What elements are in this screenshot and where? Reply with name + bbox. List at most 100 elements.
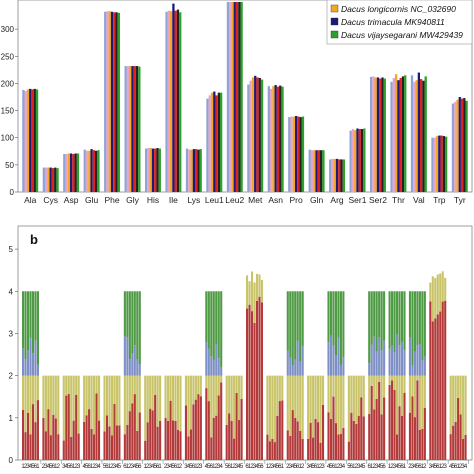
stack-segment <box>184 405 188 460</box>
stack-segment <box>339 375 342 435</box>
codon-tick-label: 1 <box>144 464 148 470</box>
codon-tick-label: 1 <box>36 464 40 470</box>
stack-segment <box>294 417 297 460</box>
stack-segment <box>149 408 152 460</box>
stack-segment <box>210 356 213 376</box>
stack-segment <box>329 335 333 376</box>
stack-segment <box>207 375 210 402</box>
stack-segment <box>233 438 236 460</box>
stack-segment <box>378 337 381 376</box>
category-label: Ser1 <box>349 195 367 205</box>
stack-segment <box>136 430 139 460</box>
stack-segment <box>187 375 190 437</box>
stack-segment <box>192 404 195 460</box>
bar-phe-series-1 <box>104 11 107 193</box>
bar-pro-series-7 <box>301 116 305 192</box>
stack-segment <box>289 357 292 376</box>
stack-segment <box>332 396 335 460</box>
bar-gly-series-3 <box>129 66 132 192</box>
codon-tick-label: 5 <box>362 464 366 470</box>
stack-segment <box>138 412 141 460</box>
codon-tick-label: 4 <box>395 464 399 470</box>
bar-phe-series-5 <box>113 12 116 192</box>
stack-segment <box>220 291 223 367</box>
stack-segment <box>205 341 208 376</box>
bar-met-series-6 <box>258 78 261 192</box>
stack-segment <box>136 375 139 431</box>
bar-cys-series-6 <box>54 167 57 192</box>
stack-segment <box>411 375 414 397</box>
codon-tick-label: 6 <box>332 464 336 470</box>
stack-segment <box>207 348 210 376</box>
bar-ala-series-4 <box>29 88 32 192</box>
stack-segment <box>235 392 238 460</box>
category-label: Pro <box>290 195 304 205</box>
bar-gln-series-4 <box>315 150 318 192</box>
bar-thr-series-5 <box>399 78 402 192</box>
stack-segment <box>36 400 39 460</box>
stack-segment <box>174 420 177 460</box>
stack-segment <box>110 435 114 460</box>
stack-segment <box>36 375 39 401</box>
stack-segment <box>434 318 437 460</box>
codon-tick-label: 4 <box>327 464 331 470</box>
stack-segment <box>77 375 80 434</box>
stack-segment <box>294 359 297 376</box>
bar-cys-series-4 <box>49 167 52 192</box>
codon-tick-label: 6 <box>436 464 440 470</box>
bar-ser1-series-7 <box>363 128 366 192</box>
stack-segment <box>207 401 210 460</box>
stack-segment <box>373 409 376 460</box>
category-label: Leu2 <box>225 195 244 205</box>
category-label: Glu <box>85 195 99 205</box>
stack-segment <box>337 434 340 460</box>
bar-asp-series-2 <box>65 154 68 192</box>
stack-segment <box>317 375 320 423</box>
codon-tick-label: 2 <box>74 464 78 470</box>
stack-segment <box>334 355 338 376</box>
stack-segment <box>337 291 340 338</box>
codon-tick-label: 6 <box>382 464 386 470</box>
bar-ser1-series-3 <box>354 130 357 192</box>
bar-met-series-2 <box>249 80 252 192</box>
codon-tick-label: 4 <box>169 464 173 470</box>
legend-box <box>326 0 473 45</box>
stack-segment <box>253 322 256 460</box>
bar-asn-series-3 <box>272 86 275 192</box>
stack-segment <box>334 423 338 460</box>
stack-segment <box>357 375 360 416</box>
bar-his-series-1 <box>144 148 148 192</box>
stack-segment <box>276 375 279 416</box>
bar-leu2-series-7 <box>240 2 243 192</box>
stack-segment <box>408 375 412 413</box>
panel-b-label: b <box>30 232 38 247</box>
category-label: Ile <box>169 195 178 205</box>
stack-segment <box>370 385 373 460</box>
stack-segment <box>52 375 55 415</box>
stack-segment <box>421 428 424 460</box>
stack-segment <box>342 291 345 357</box>
codon-tick-label: 2 <box>423 464 427 470</box>
bar-his-series-4 <box>151 148 155 192</box>
stack-segment <box>52 414 55 460</box>
bar-gln-series-2 <box>310 150 314 192</box>
stack-segment <box>395 291 399 335</box>
stack-segment <box>319 442 322 460</box>
stack-segment <box>408 412 412 460</box>
bar-thr-series-6 <box>401 76 405 192</box>
category-label: Cys <box>43 195 58 205</box>
stack-segment <box>26 350 30 376</box>
bar-lys-series-3 <box>190 149 193 192</box>
stack-segment <box>266 434 269 460</box>
codon-tick-label: 3 <box>149 464 153 470</box>
stack-segment <box>350 412 353 460</box>
stack-segment <box>464 434 467 460</box>
bar-leu2-series-4 <box>233 2 236 192</box>
stack-segment <box>31 375 35 405</box>
stack-segment <box>128 375 131 412</box>
stack-segment <box>29 375 32 435</box>
codon-tick-label: 3 <box>321 464 325 470</box>
codon-tick-label: 6 <box>105 464 109 470</box>
stack-segment <box>126 375 129 425</box>
bar-arg-series-1 <box>329 159 332 192</box>
